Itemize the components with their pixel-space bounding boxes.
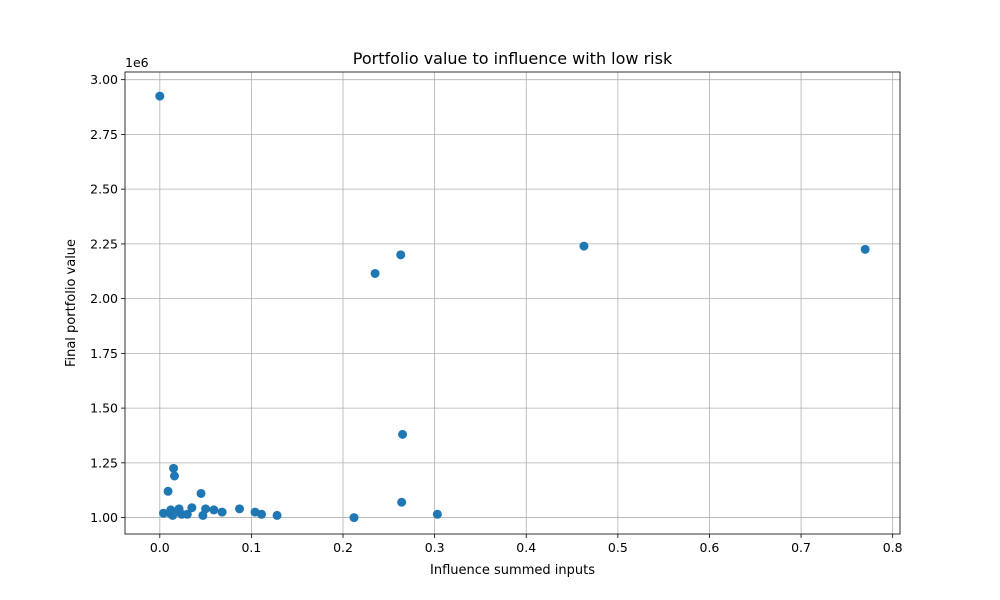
x-tick-label: 0.6 [700,540,720,555]
scatter-point [155,91,165,101]
x-tick-label: 0.3 [425,540,445,555]
scatter-point [349,513,359,523]
scatter-point [201,504,211,514]
y-tick-label: 1.25 [90,455,118,470]
y-tick-label: 1.75 [90,346,118,361]
scatter-point [182,509,192,519]
scatter-point [187,503,197,513]
x-tick-label: 0.5 [608,540,628,555]
scatter-point [217,507,227,517]
x-axis-ticks: 0.0 0.1 0.2 0.3 0.4 0.5 0.6 0.7 0.8 [150,534,903,555]
x-tick-label: 0.1 [241,540,261,555]
scatter-point [398,429,408,439]
y-tick-label: 1.50 [90,401,118,416]
y-tick-label: 2.25 [90,236,118,251]
scatter-point [397,497,407,507]
y-tick-label: 2.75 [90,127,118,142]
x-tick-label: 0.8 [883,540,903,555]
scatter-point [432,509,442,519]
y-tick-label: 3.00 [90,72,118,87]
plot-frame [124,71,901,535]
y-axis-label: Final portfolio value [64,239,79,367]
grid-lines [125,72,900,534]
scatter-point [256,509,266,519]
x-tick-label: 0.4 [516,540,536,555]
scatter-point [169,463,179,473]
y-tick-label: 2.50 [90,182,118,197]
y-tick-label: 1.00 [90,510,118,525]
data-points [155,91,870,523]
scatter-point [272,510,282,520]
scatter-point [579,241,589,251]
x-axis-label: Influence summed inputs [430,563,595,578]
scatter-point [196,488,206,498]
y-axis-offset-label: 1e6 [125,55,149,70]
scatter-point [370,268,380,278]
chart-title: Portfolio value to influence with low ri… [353,49,673,68]
scatter-point [860,244,870,254]
y-axis-ticks: 1.00 1.25 1.50 1.75 2.00 2.25 2.50 2.75 3.00 [90,72,125,525]
scatter-point [163,486,173,496]
x-tick-label: 0.2 [333,540,353,555]
scatter-point [396,250,406,260]
scatter-point [158,508,168,518]
scatter-point [209,505,219,515]
x-tick-label: 0.7 [791,540,811,555]
x-tick-label: 0.0 [150,540,170,555]
scatter-point [169,471,179,481]
y-tick-label: 2.00 [90,291,118,306]
scatter-point [235,504,245,514]
